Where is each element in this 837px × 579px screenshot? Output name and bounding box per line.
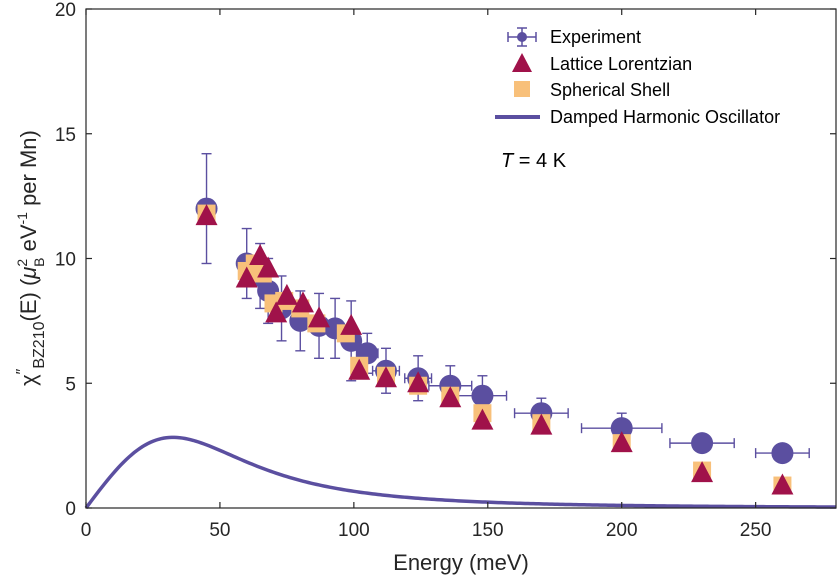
y-axis-label: χ″BZ210(E) (μ2B eV-1 per Mn) <box>14 130 48 386</box>
lattice-lorentzian-point <box>265 301 288 323</box>
experiment-point <box>771 442 794 465</box>
legend-lattice-label: Lattice Lorentzian <box>550 54 692 74</box>
legend-dho-label: Damped Harmonic Oscillator <box>550 107 780 127</box>
ylabel-sub: BZ210 <box>31 321 48 368</box>
x-tick-label-4: 200 <box>606 520 638 541</box>
ylabel-tail: per Mn) <box>16 130 41 212</box>
temperature-annotation: T = 4 K <box>501 150 567 172</box>
axes: 0 50 100 150 200 250 0 5 10 15 20 <box>55 0 837 541</box>
lattice-lorentzian-point <box>375 366 397 388</box>
lattice-lorentzian-point <box>235 266 258 288</box>
x-tick-label-0: 0 <box>81 520 92 541</box>
x-tick-label-1: 50 <box>209 520 230 541</box>
lattice-lorentzian-point <box>530 413 553 435</box>
lattice-lorentzian-point <box>691 461 714 483</box>
ylabel-ev-sup: -1 <box>14 212 30 225</box>
ylabel-prime: ″ <box>14 368 31 374</box>
lattice-lorentzian-point <box>308 306 331 328</box>
y-tick-label-0: 0 <box>65 499 76 520</box>
lattice-lorentzian-point <box>249 244 272 266</box>
annotation-rest: = 4 K <box>513 150 566 172</box>
legend-shell-label: Spherical Shell <box>550 80 670 100</box>
legend-experiment-marker <box>507 27 537 47</box>
ylabel-ev: eV <box>16 224 41 257</box>
experiment-point <box>610 417 633 440</box>
lattice-lorentzian-point <box>195 204 218 226</box>
lattice-lorentzian-point <box>471 408 494 430</box>
y-tick-label-1: 5 <box>65 374 76 395</box>
lattice-lorentzian-point <box>257 256 280 278</box>
ylabel-chi: χ <box>16 374 41 386</box>
x-axis-label: Energy (meV) <box>393 550 529 575</box>
axes-box <box>85 8 837 509</box>
lattice-lorentzian-point <box>407 371 430 393</box>
legend-lattice-marker <box>512 53 532 72</box>
legend-shell-marker <box>514 81 530 97</box>
dho-curve <box>84 435 837 510</box>
lattice-lorentzian-point <box>610 431 633 453</box>
lattice-lorentzian-point <box>291 291 314 313</box>
ylabel-mu: μ <box>16 267 41 280</box>
ylabel-mid: (E) ( <box>16 278 41 321</box>
lattice-lorentzian-point <box>340 313 363 335</box>
lattice-lorentzian-point <box>348 358 371 380</box>
lattice-lorentzian-point <box>771 473 794 495</box>
y-tick-label-2: 10 <box>55 250 76 271</box>
legend-experiment-label: Experiment <box>550 27 641 47</box>
experiment-point <box>471 384 494 407</box>
x-tick-label-2: 100 <box>338 520 370 541</box>
legend: Experiment Lattice Lorentzian Spherical … <box>495 27 780 127</box>
plot-area <box>84 153 837 510</box>
x-tick-label-5: 250 <box>740 520 772 541</box>
annotation-T: T <box>501 150 515 172</box>
lattice-lorentzian-point <box>275 283 298 305</box>
ylabel-mu-sup: 2 <box>14 259 30 267</box>
x-tick-label-3: 150 <box>472 520 504 541</box>
experiment-point <box>691 432 714 455</box>
y-tick-label-4: 20 <box>55 0 76 21</box>
lattice-lorentzian-point <box>439 386 462 408</box>
y-tick-label-3: 15 <box>55 125 76 146</box>
ylabel-mu-sub: B <box>31 258 47 267</box>
